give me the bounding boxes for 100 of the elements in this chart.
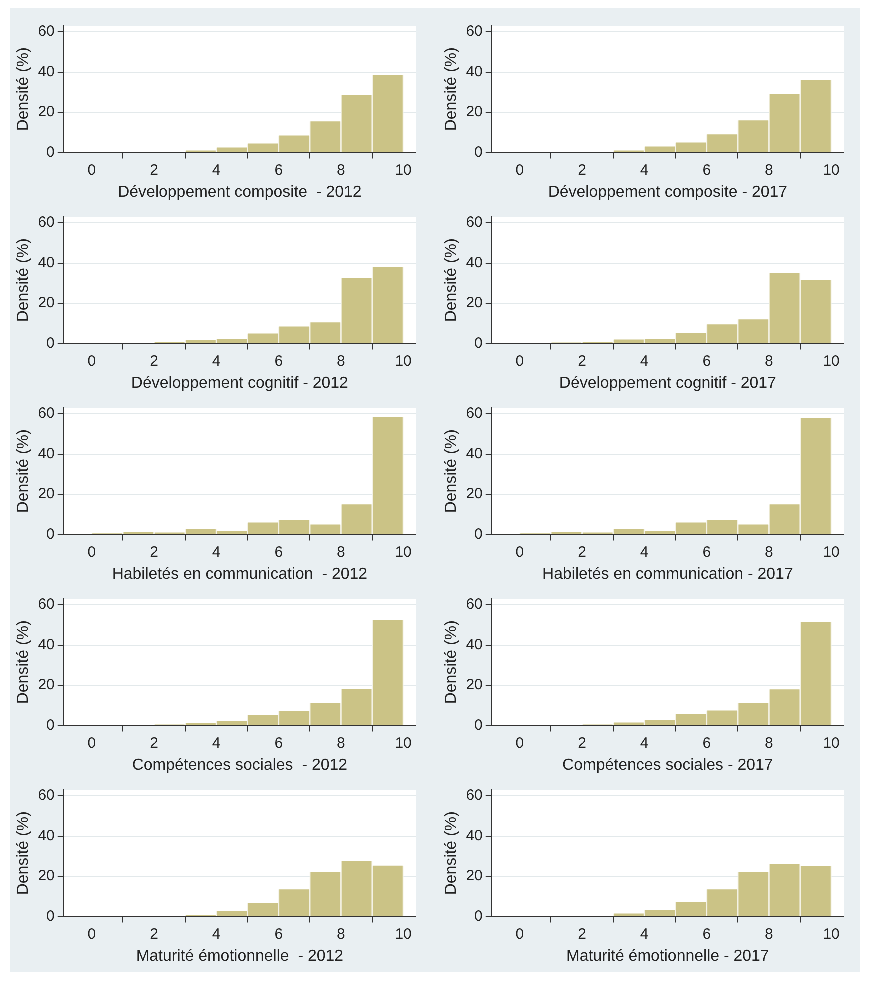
x-tick-label: 6	[274, 734, 284, 752]
y-tick-label: 0	[474, 334, 483, 352]
x-axis-title: Développement cognitif - 2017	[559, 374, 777, 392]
y-tick-label: 20	[466, 104, 483, 121]
y-tick-label: 20	[38, 486, 55, 503]
x-axis-title: Habiletés en communication - 2012	[112, 566, 368, 583]
y-tick-label: 40	[38, 254, 55, 272]
y-axis-title: Densité (%)	[15, 430, 32, 514]
y-tick-label: 60	[38, 214, 55, 232]
x-tick-label: 6	[702, 926, 712, 943]
x-tick-label: 8	[765, 926, 774, 943]
y-tick-label: 0	[46, 908, 55, 925]
x-tick-label: 0	[516, 162, 524, 179]
y-tick-label: 60	[466, 23, 483, 40]
y-tick-label: 60	[38, 23, 55, 40]
x-tick-label: 0	[516, 544, 524, 561]
x-axis-title: Maturité émotionnelle - 2017	[566, 948, 770, 965]
x-tick-label: 8	[337, 734, 346, 752]
x-tick-label: 6	[702, 544, 712, 561]
x-tick-label: 8	[337, 544, 346, 561]
x-tick-label: 10	[395, 926, 412, 943]
x-tick-label: 2	[578, 734, 586, 752]
x-tick-label: 4	[212, 162, 221, 179]
x-tick-label: 2	[150, 162, 158, 179]
x-tick-label: 10	[395, 544, 412, 561]
x-axis-title: Compétences sociales - 2012	[132, 756, 348, 774]
x-tick-label: 2	[578, 162, 586, 179]
y-tick-label: 40	[38, 827, 55, 844]
y-tick-label: 0	[474, 908, 483, 925]
y-tick-label: 40	[38, 445, 55, 462]
x-tick-label: 2	[578, 352, 586, 370]
x-axis-title: Développement composite - 2012	[118, 184, 362, 201]
x-axis-title: Habiletés en communication - 2017	[542, 566, 794, 583]
y-tick-label: 0	[474, 526, 483, 543]
y-tick-label: 20	[38, 676, 55, 694]
x-tick-label: 2	[578, 926, 586, 943]
y-axis-title: Densité (%)	[15, 48, 32, 132]
y-tick-label: 60	[466, 787, 483, 804]
x-tick-label: 0	[516, 926, 524, 943]
x-tick-label: 0	[88, 162, 96, 179]
x-tick-label: 4	[640, 544, 649, 561]
x-tick-label: 6	[274, 926, 284, 943]
x-tick-label: 0	[88, 926, 96, 943]
x-tick-label: 2	[150, 544, 158, 561]
x-tick-label: 8	[337, 352, 346, 370]
y-tick-label: 60	[466, 405, 483, 422]
x-tick-label: 8	[337, 162, 346, 179]
x-tick-label: 0	[88, 734, 96, 752]
y-tick-label: 40	[466, 827, 483, 844]
x-tick-label: 10	[823, 352, 840, 370]
y-tick-label: 0	[46, 144, 55, 161]
x-tick-label: 4	[640, 162, 649, 179]
y-tick-label: 60	[38, 405, 55, 422]
y-tick-label: 60	[38, 787, 55, 804]
y-axis-title: Densité (%)	[443, 48, 460, 132]
x-tick-label: 10	[823, 926, 840, 943]
x-tick-label: 10	[395, 162, 412, 179]
x-tick-label: 0	[516, 734, 524, 752]
x-tick-label: 4	[212, 544, 221, 561]
x-tick-label: 10	[823, 162, 840, 179]
x-tick-label: 4	[212, 352, 221, 370]
y-tick-label: 40	[38, 636, 55, 654]
y-axis-title: Densité (%)	[443, 620, 460, 704]
y-axis-title: Densité (%)	[443, 430, 460, 514]
y-tick-label: 0	[474, 716, 483, 734]
x-tick-label: 8	[765, 352, 774, 370]
x-tick-label: 2	[150, 352, 158, 370]
y-tick-label: 0	[474, 144, 483, 161]
x-axis-title: Maturité émotionnelle - 2012	[136, 948, 344, 965]
x-tick-label: 4	[640, 352, 649, 370]
y-axis-title: Densité (%)	[15, 620, 32, 704]
y-tick-label: 20	[466, 294, 483, 312]
y-tick-label: 60	[38, 596, 55, 614]
x-tick-label: 6	[274, 352, 284, 370]
y-tick-label: 40	[466, 63, 483, 80]
x-tick-label: 2	[578, 544, 586, 561]
y-axis-title: Densité (%)	[443, 812, 460, 896]
y-tick-label: 40	[466, 254, 483, 272]
x-tick-label: 8	[337, 926, 346, 943]
x-tick-label: 8	[765, 544, 774, 561]
y-tick-label: 60	[466, 214, 483, 232]
y-tick-label: 0	[46, 526, 55, 543]
y-tick-label: 40	[38, 63, 55, 80]
x-tick-label: 0	[516, 352, 524, 370]
y-tick-label: 0	[46, 716, 55, 734]
x-tick-label: 2	[150, 926, 158, 943]
x-tick-label: 4	[640, 734, 649, 752]
x-tick-label: 4	[640, 926, 649, 943]
x-tick-label: 8	[765, 734, 774, 752]
x-tick-label: 6	[274, 544, 284, 561]
x-tick-label: 6	[702, 162, 712, 179]
y-tick-label: 20	[466, 868, 483, 885]
x-axis-title: Développement composite - 2017	[548, 184, 788, 201]
y-tick-label: 20	[466, 486, 483, 503]
x-tick-label: 4	[212, 926, 221, 943]
y-tick-label: 20	[466, 676, 483, 694]
x-tick-label: 2	[150, 734, 158, 752]
x-tick-label: 0	[88, 544, 96, 561]
y-tick-label: 40	[466, 445, 483, 462]
x-tick-label: 10	[823, 544, 840, 561]
